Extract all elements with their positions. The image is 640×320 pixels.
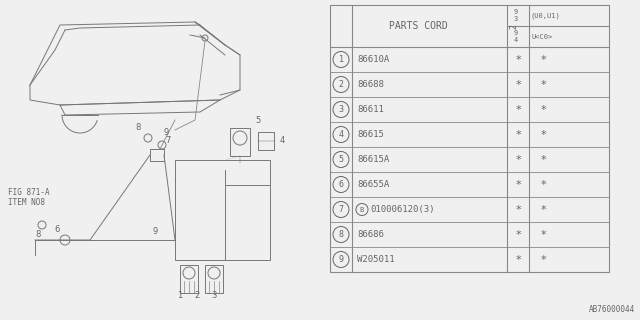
Bar (258, 132, 274, 150)
Text: *: * (515, 54, 521, 65)
Text: *: * (515, 130, 521, 140)
Text: 010006120(3): 010006120(3) (370, 205, 435, 214)
Text: 3: 3 (211, 291, 217, 300)
Text: 9: 9 (152, 227, 157, 236)
Text: *: * (541, 54, 547, 65)
Text: *: * (541, 155, 547, 164)
Text: B: B (360, 206, 364, 212)
Bar (175, 160, 270, 260)
Text: 5: 5 (255, 116, 260, 125)
Text: 8: 8 (135, 123, 141, 132)
Text: 86615: 86615 (357, 130, 384, 139)
Text: 3: 3 (339, 105, 344, 114)
Text: 4: 4 (280, 135, 285, 145)
Text: (U0,U1): (U0,U1) (531, 12, 561, 19)
Text: 1: 1 (339, 55, 344, 64)
Text: AB76000044: AB76000044 (589, 305, 635, 314)
Text: 5: 5 (339, 155, 344, 164)
Text: *: * (515, 204, 521, 214)
Text: 9
4: 9 4 (514, 30, 518, 43)
Text: *: * (515, 105, 521, 115)
Text: 86655A: 86655A (357, 180, 389, 189)
Text: W205011: W205011 (357, 255, 395, 264)
Text: 9: 9 (339, 255, 344, 264)
Text: *: * (515, 254, 521, 265)
Text: 86611: 86611 (357, 105, 384, 114)
Text: 86686: 86686 (357, 230, 384, 239)
Text: 8: 8 (35, 230, 41, 239)
Text: 86615A: 86615A (357, 155, 389, 164)
Text: *: * (541, 105, 547, 115)
Text: *: * (515, 155, 521, 164)
Bar (330, 5, 609, 272)
Text: *: * (541, 229, 547, 239)
Bar (180, 265, 198, 293)
Text: *: * (541, 130, 547, 140)
Text: 9: 9 (163, 128, 168, 137)
Text: 2: 2 (195, 291, 200, 300)
Text: PARTS CORD: PARTS CORD (389, 21, 448, 31)
Text: 7: 7 (339, 205, 344, 214)
Text: 1: 1 (177, 291, 182, 300)
Text: 86610A: 86610A (357, 55, 389, 64)
Text: *: * (541, 204, 547, 214)
Text: *: * (541, 180, 547, 189)
Text: 4: 4 (339, 130, 344, 139)
Bar (230, 128, 250, 156)
Text: 7: 7 (165, 136, 171, 145)
Text: 2: 2 (509, 23, 518, 28)
Text: 8: 8 (339, 230, 344, 239)
Text: U<C0>: U<C0> (531, 34, 552, 39)
Text: *: * (515, 79, 521, 90)
Text: FIG 871-A
ITEM NO8: FIG 871-A ITEM NO8 (8, 188, 50, 207)
Text: 6: 6 (54, 225, 60, 234)
Text: 2: 2 (339, 80, 344, 89)
Text: *: * (515, 229, 521, 239)
Text: *: * (515, 180, 521, 189)
Bar (205, 265, 223, 293)
Text: 6: 6 (339, 180, 344, 189)
Text: *: * (541, 79, 547, 90)
Text: 86688: 86688 (357, 80, 384, 89)
Text: 9
3: 9 3 (514, 9, 518, 22)
Text: *: * (541, 254, 547, 265)
Bar (150, 149, 164, 161)
